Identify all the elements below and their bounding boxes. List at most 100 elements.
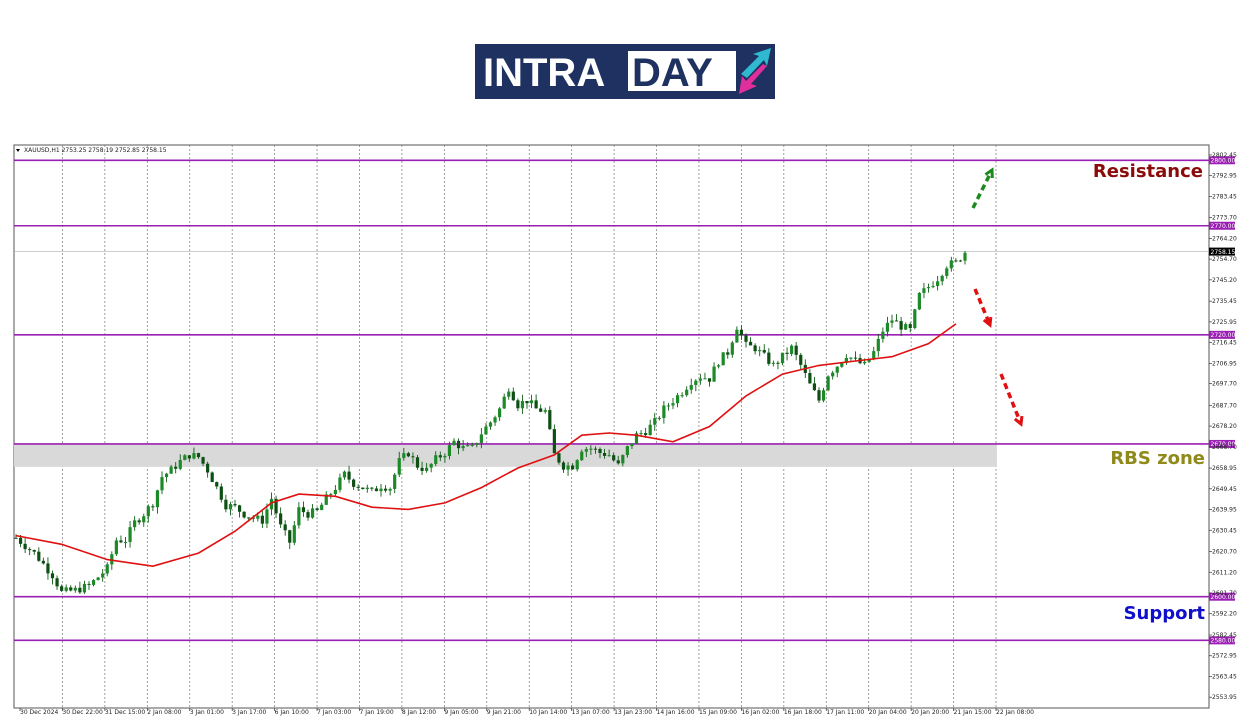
candle-body bbox=[525, 401, 529, 404]
y-tick-label: 2668.70 bbox=[1212, 444, 1237, 451]
candle-body bbox=[616, 460, 620, 464]
candle-body bbox=[589, 448, 593, 450]
y-tick-label: 2678.20 bbox=[1212, 423, 1237, 430]
candle-body bbox=[402, 453, 406, 459]
y-tick-label: 2792.95 bbox=[1212, 173, 1237, 180]
candle-body bbox=[958, 260, 963, 262]
candle-body bbox=[365, 487, 369, 490]
level-price-tag bbox=[1209, 221, 1235, 230]
level-price-label: 2600.00 bbox=[1211, 594, 1236, 601]
candle-body bbox=[511, 391, 515, 401]
candle-body bbox=[844, 358, 848, 363]
y-tick-label: 2611.20 bbox=[1212, 569, 1237, 576]
candle-body bbox=[114, 540, 118, 555]
candle-body bbox=[315, 508, 319, 511]
candle-body bbox=[361, 487, 365, 490]
candle-body bbox=[123, 541, 128, 543]
candle-body bbox=[210, 472, 214, 483]
candle-body bbox=[712, 366, 716, 382]
symbol-header: XAUUSD,H1 2753.25 2758.19 2752.85 2758.1… bbox=[24, 147, 167, 154]
candle-body bbox=[630, 443, 634, 447]
candle-body bbox=[301, 507, 306, 513]
arrow-down-icon-shaft bbox=[973, 288, 992, 326]
x-tick-label: 30 Dec 22:00 bbox=[62, 709, 103, 716]
candle-body bbox=[256, 515, 260, 519]
candle-body bbox=[680, 395, 684, 397]
candle-body bbox=[438, 455, 442, 458]
candle-body bbox=[425, 467, 429, 471]
x-tick-label: 10 Jan 14:00 bbox=[529, 709, 567, 716]
candle-body bbox=[411, 456, 415, 458]
candle-body bbox=[456, 440, 461, 449]
candle-body bbox=[639, 433, 643, 435]
candle-body bbox=[461, 446, 465, 449]
candle-body bbox=[552, 429, 556, 454]
candle-body bbox=[429, 463, 433, 468]
y-tick-label: 2601.70 bbox=[1212, 590, 1237, 597]
candle-body bbox=[274, 498, 278, 514]
candle-body bbox=[374, 488, 379, 492]
candle-body bbox=[352, 479, 356, 487]
x-tick-label: 30 Dec 2024 bbox=[20, 709, 59, 716]
arrow-down-icon-shaft bbox=[999, 373, 1023, 425]
level-price-label: 2800.00 bbox=[1211, 157, 1236, 164]
x-tick-label: 20 Jan 20:00 bbox=[911, 709, 949, 716]
candle-body bbox=[653, 418, 657, 425]
candle-body bbox=[703, 378, 707, 380]
candle-body bbox=[187, 455, 191, 459]
candle-body bbox=[183, 455, 187, 461]
candle-body bbox=[534, 400, 538, 409]
candle-body bbox=[520, 401, 525, 409]
candle-body bbox=[14, 537, 18, 539]
candle-body bbox=[46, 563, 50, 574]
y-tick-label: 2735.45 bbox=[1212, 298, 1237, 305]
y-tick-label: 2630.45 bbox=[1212, 527, 1237, 534]
x-tick-label: 17 Jan 11:00 bbox=[826, 709, 864, 716]
candle-body bbox=[310, 508, 315, 518]
y-tick-label: 2764.20 bbox=[1212, 235, 1237, 242]
y-tick-label: 2716.45 bbox=[1212, 340, 1237, 347]
y-tick-label: 2582.45 bbox=[1212, 632, 1237, 639]
candle-body bbox=[64, 587, 68, 591]
candle-body bbox=[926, 287, 931, 289]
level-price-tag bbox=[1209, 330, 1235, 339]
candle-body bbox=[908, 324, 912, 328]
candle-body bbox=[379, 488, 383, 492]
candle-body bbox=[101, 573, 105, 578]
candle-body bbox=[475, 442, 479, 445]
y-tick-label: 2658.95 bbox=[1212, 465, 1237, 472]
candle-body bbox=[28, 549, 32, 551]
y-tick-label: 2620.70 bbox=[1212, 549, 1237, 556]
candle-body bbox=[790, 345, 794, 354]
arrow-up-icon-shaft bbox=[971, 169, 994, 209]
x-tick-label: 16 Jan 18:00 bbox=[784, 709, 822, 716]
candle-body bbox=[666, 405, 671, 407]
candle-body bbox=[685, 389, 689, 396]
candle-body bbox=[954, 260, 958, 262]
candle-body bbox=[50, 573, 55, 579]
candle-body bbox=[151, 506, 155, 508]
candle-body bbox=[963, 252, 967, 261]
candle-body bbox=[23, 543, 27, 550]
candle-body bbox=[794, 345, 798, 355]
candle-body bbox=[762, 350, 766, 353]
candle-body bbox=[247, 517, 251, 519]
y-tick-label: 2697.70 bbox=[1212, 381, 1237, 388]
candle-body bbox=[488, 422, 493, 427]
y-tick-label: 2639.95 bbox=[1212, 507, 1237, 514]
candle-body bbox=[671, 403, 675, 406]
annotation-support: Support bbox=[1124, 603, 1206, 624]
candle-body bbox=[320, 504, 324, 511]
candle-body bbox=[881, 331, 885, 339]
candle-body bbox=[269, 498, 274, 510]
candle-body bbox=[904, 324, 908, 330]
y-tick-label: 2783.45 bbox=[1212, 193, 1237, 200]
candle-body bbox=[894, 320, 899, 322]
moving-average-line bbox=[15, 323, 957, 568]
candle-body bbox=[32, 550, 36, 552]
x-tick-label: 13 Jan 07:00 bbox=[572, 709, 610, 716]
candle-body bbox=[689, 385, 693, 390]
candle-body bbox=[557, 453, 561, 463]
x-tick-label: 7 Jan 19:00 bbox=[359, 709, 393, 716]
